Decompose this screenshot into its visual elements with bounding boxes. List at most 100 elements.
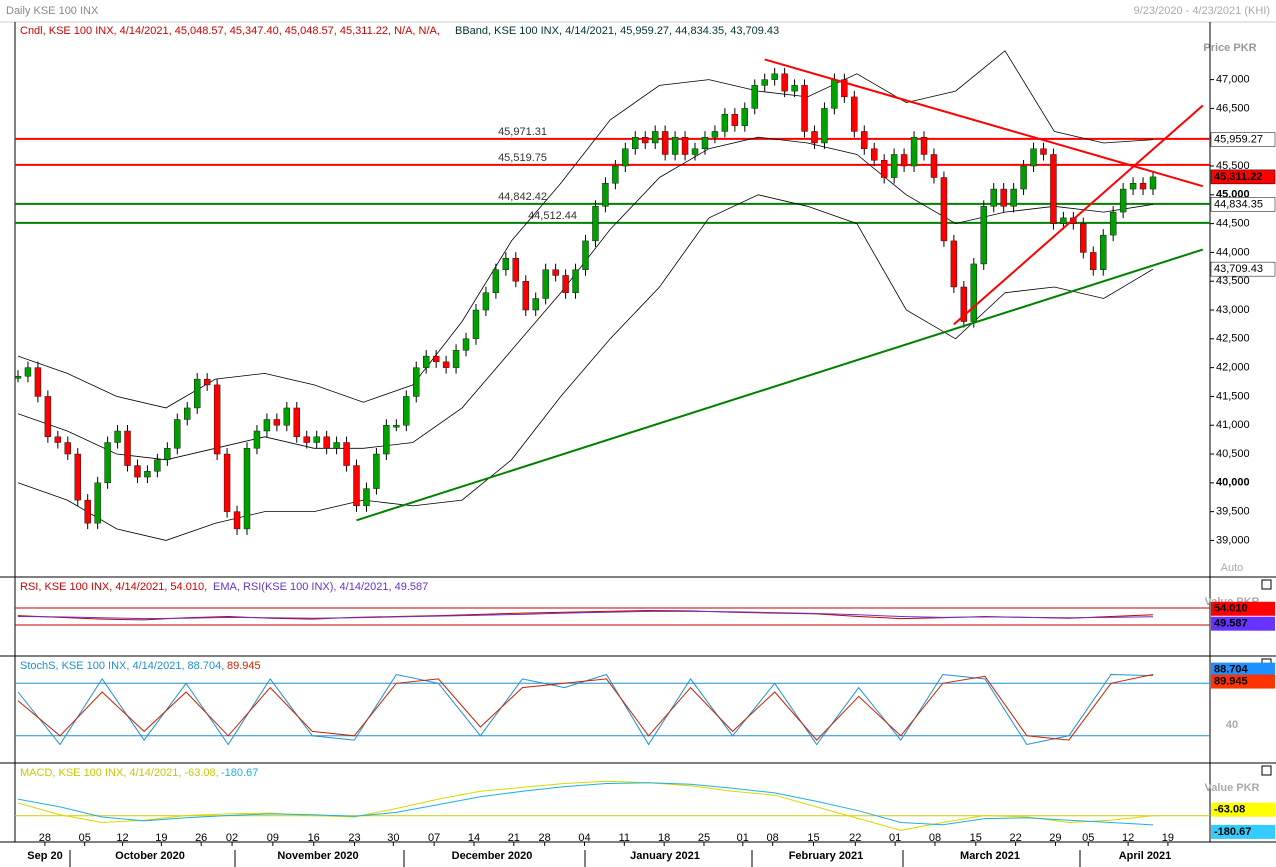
month-label: February 2021 <box>789 850 864 862</box>
x-tick-label: 01 <box>737 832 749 844</box>
x-tick-label: 05 <box>1082 832 1094 844</box>
candle <box>343 442 350 466</box>
candle <box>1119 188 1127 213</box>
x-tick-label: 22 <box>1009 832 1021 844</box>
candle <box>960 286 968 322</box>
x-tick-label: 19 <box>1162 832 1174 844</box>
x-tick-label: 16 <box>308 832 320 844</box>
last-value-box <box>1210 197 1276 212</box>
month-label: Sep 20 <box>27 850 62 862</box>
candle <box>233 511 241 530</box>
last-value-label: -180.67 <box>1214 826 1251 838</box>
x-tick-label: 18 <box>658 832 670 844</box>
candle <box>1060 217 1067 224</box>
x-tick-label: 29 <box>1049 832 1061 844</box>
candle <box>104 442 111 484</box>
candle <box>1050 154 1057 224</box>
candle <box>880 160 888 178</box>
candle <box>781 73 788 92</box>
candle <box>1149 176 1157 190</box>
candle <box>24 367 32 377</box>
x-tick-label: 11 <box>619 832 630 844</box>
candle <box>373 453 380 489</box>
candle <box>552 269 559 276</box>
indicator-line <box>17 782 1154 826</box>
level-label: 45,971.31 <box>498 126 547 138</box>
x-tick-label: 28 <box>39 832 51 844</box>
x-tick-label: 08 <box>767 832 779 844</box>
y-tick-label: 44,000 <box>1216 246 1250 258</box>
candle <box>323 436 330 449</box>
y-axis-label: Price PKR <box>1203 42 1256 54</box>
candle <box>642 137 649 144</box>
y-tick-label: 40,000 <box>1216 477 1250 489</box>
indicator-line <box>17 674 1154 741</box>
x-tick-label: 19 <box>155 832 167 844</box>
level-label: 44,512.44 <box>528 210 577 222</box>
candle <box>851 96 858 132</box>
y-tick-label: 41,500 <box>1216 390 1250 402</box>
trendline <box>356 248 1204 522</box>
candle <box>253 430 261 449</box>
candle <box>154 459 161 472</box>
candle <box>791 85 798 92</box>
level-label: 44,842.42 <box>498 191 547 203</box>
candle <box>442 361 450 368</box>
candle <box>313 436 320 443</box>
last-value-label: 89.945 <box>1214 675 1248 687</box>
month-label: January 2021 <box>630 850 700 862</box>
candle <box>134 465 141 478</box>
candle <box>1090 252 1097 270</box>
candle <box>701 137 709 149</box>
candle <box>423 355 430 368</box>
candle <box>532 298 539 311</box>
candle <box>741 108 748 126</box>
month-label: March 2021 <box>960 850 1020 862</box>
candle <box>711 131 719 138</box>
last-value-box <box>1210 261 1276 277</box>
month-label: December 2020 <box>452 850 533 862</box>
candle <box>1129 183 1137 190</box>
last-value-box <box>1210 169 1276 185</box>
candle <box>293 407 300 437</box>
band-line <box>17 194 1154 541</box>
x-tick-label: 15 <box>970 832 982 844</box>
candle <box>164 448 171 460</box>
y-tick-label: 42,500 <box>1216 333 1250 345</box>
candle <box>413 367 420 397</box>
candle <box>572 269 579 293</box>
last-value-label: 45,959.27 <box>1214 133 1263 145</box>
candle <box>1100 234 1107 270</box>
indicator-line <box>17 780 1154 831</box>
indicator-line <box>17 610 1154 620</box>
panel-legend: EMA, RSI(KSE 100 INX), 4/14/2021, 49.587 <box>213 581 428 593</box>
candle <box>562 275 569 293</box>
candle <box>592 206 599 242</box>
candle <box>831 79 838 109</box>
candle <box>920 137 928 155</box>
candle <box>751 85 758 109</box>
panel-axis-label: Value PKR <box>1204 782 1259 794</box>
panel-button <box>1261 765 1272 776</box>
y-tick-label: 39,500 <box>1216 506 1250 518</box>
candle <box>890 154 898 178</box>
candle <box>1010 188 1017 207</box>
last-value-label: 88.704 <box>1214 664 1249 676</box>
x-tick-label: 12 <box>1122 832 1134 844</box>
candle <box>403 396 410 426</box>
candle <box>1030 148 1037 167</box>
title-bar <box>0 0 1276 22</box>
candle <box>393 425 400 428</box>
panel-axis-label: 40 <box>1226 719 1238 731</box>
last-value-box <box>1210 132 1276 147</box>
candle <box>950 240 958 288</box>
candle <box>174 419 181 449</box>
candle <box>681 137 689 155</box>
candle <box>910 137 918 167</box>
candle <box>980 206 987 265</box>
auto-label: Auto <box>1221 562 1244 574</box>
candle <box>651 131 659 144</box>
candle <box>761 79 768 86</box>
